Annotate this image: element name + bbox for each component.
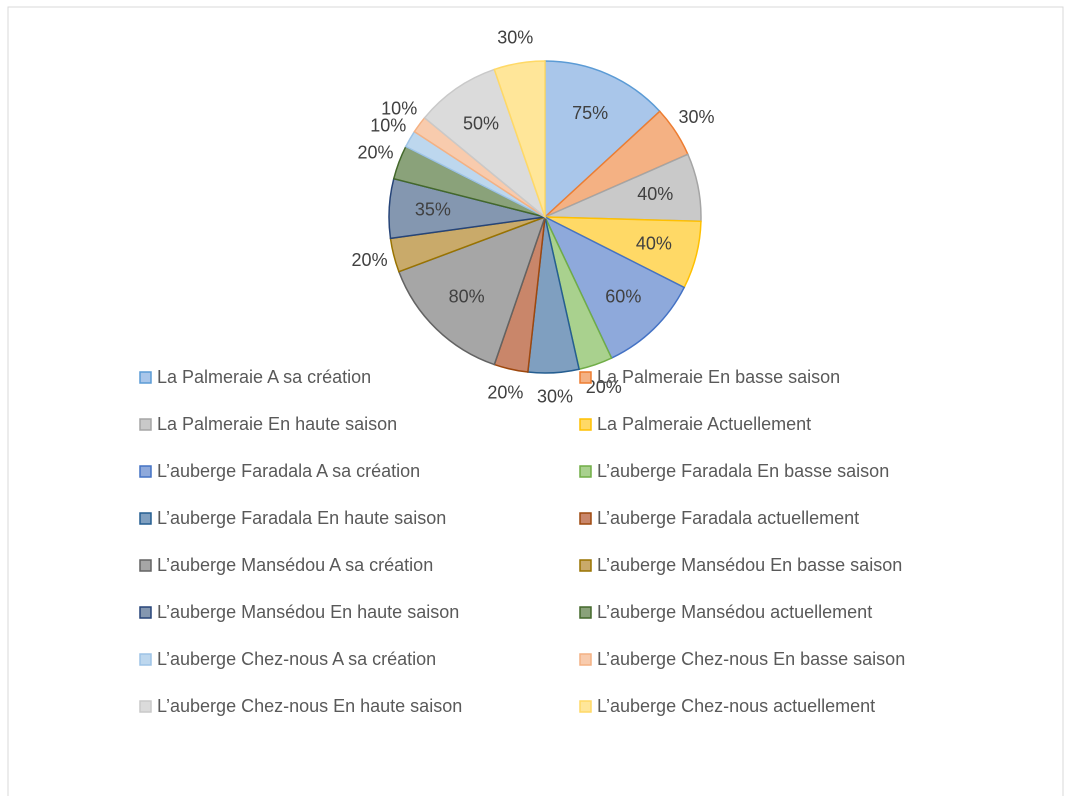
legend-label: L’auberge Faradala A sa création — [157, 461, 420, 481]
legend-swatch — [139, 700, 152, 713]
legend-swatch — [139, 559, 152, 572]
data-label: 20% — [358, 142, 394, 162]
pie-slice — [397, 215, 547, 366]
legend-swatch — [579, 512, 592, 525]
data-label: 30% — [678, 107, 714, 127]
data-label: 40% — [636, 233, 672, 253]
pie-slice — [493, 60, 546, 218]
data-label: 10% — [370, 115, 406, 135]
legend-label: L’auberge Faradala En basse saison — [597, 461, 889, 481]
legend-label: L’auberge Chez-nous En basse saison — [597, 649, 905, 669]
legend-label: L’auberge Chez-nous actuellement — [597, 696, 875, 716]
legend-label: L’auberge Faradala actuellement — [597, 508, 859, 528]
legend-swatch — [139, 512, 152, 525]
legend-swatch — [579, 465, 592, 478]
data-label: 30% — [497, 27, 533, 47]
legend-label: La Palmeraie A sa création — [157, 367, 371, 387]
data-label: 20% — [586, 377, 622, 397]
legend-label: L’auberge Chez-nous A sa création — [157, 649, 436, 669]
legend-swatch — [139, 418, 152, 431]
legend-swatch — [139, 653, 152, 666]
legend-swatch — [579, 371, 592, 384]
legend-label: La Palmeraie En haute saison — [157, 414, 397, 434]
data-label: 75% — [572, 103, 608, 123]
data-label: 60% — [605, 286, 641, 306]
chart-border — [7, 6, 1064, 796]
data-label: 35% — [415, 200, 451, 220]
legend-swatch — [579, 653, 592, 666]
data-label: 30% — [537, 386, 573, 406]
legend-label: L’auberge Mansédou A sa création — [157, 555, 433, 575]
pie-slice — [544, 60, 661, 219]
legend-swatch — [579, 559, 592, 572]
legend-swatch — [139, 371, 152, 384]
data-label: 50% — [463, 113, 499, 133]
legend-label: La Palmeraie En basse saison — [597, 367, 840, 387]
pie-slice — [543, 215, 686, 360]
legend-swatch — [139, 606, 152, 619]
legend-label: L’auberge Faradala En haute saison — [157, 508, 446, 528]
legend-swatch — [579, 606, 592, 619]
data-label: 10% — [381, 99, 417, 119]
legend-label: L’auberge Mansédou En haute saison — [157, 602, 459, 622]
legend-swatch — [579, 700, 592, 713]
data-label: 20% — [487, 382, 523, 402]
legend-label: L’auberge Chez-nous En haute saison — [157, 696, 462, 716]
data-label: 40% — [637, 184, 673, 204]
legend-label: La Palmeraie Actuellement — [597, 414, 811, 434]
legend-label: L’auberge Mansédou En basse saison — [597, 555, 902, 575]
pie-slice — [423, 68, 547, 220]
data-label: 80% — [449, 286, 485, 306]
legend-label: L’auberge Mansédou actuellement — [597, 602, 872, 622]
data-label: 20% — [352, 250, 388, 270]
legend-swatch — [139, 465, 152, 478]
legend-swatch — [579, 418, 592, 431]
